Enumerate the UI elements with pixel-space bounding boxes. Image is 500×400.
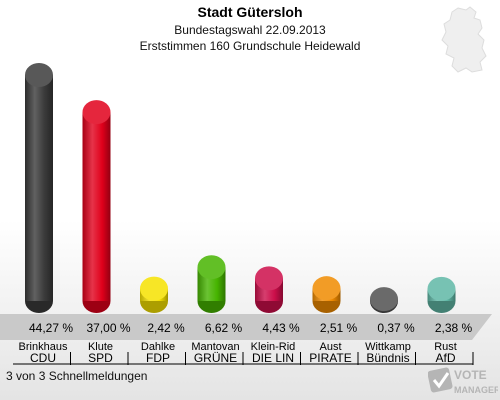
bar-top [255, 266, 283, 291]
candidate-label: Mantovan [191, 341, 239, 353]
germany-map-icon [441, 6, 487, 73]
bar-spd [82, 100, 111, 313]
party-label: GRÜNE [194, 351, 237, 365]
value-label: 4,43 % [262, 321, 300, 335]
candidate-label: Wittkamp [365, 341, 411, 353]
bar-afd [427, 276, 456, 313]
checkmark-icon [428, 367, 453, 393]
bar-cdu [25, 63, 53, 313]
bar-top [312, 276, 341, 301]
party-label: Bündnis [366, 351, 409, 365]
value-label: 37,00 % [86, 321, 130, 335]
party-label: AfD [435, 351, 455, 365]
chart-subtitle: Bundestagswahl 22.09.2013 [174, 23, 326, 37]
bar-top [427, 276, 456, 301]
bar-body [82, 112, 111, 302]
candidate-label: Aust [319, 341, 341, 353]
bar-gr-ne [197, 255, 226, 313]
candidate-label: Rust [434, 341, 457, 353]
value-label: 6,62 % [205, 321, 243, 335]
value-label: 0,37 % [377, 321, 415, 335]
bar-top [197, 255, 226, 280]
chart-floor [0, 314, 492, 340]
party-label: DIE LIN [252, 351, 294, 365]
chart-subtitle-2: Erststimmen 160 Grundschule Heidewald [139, 39, 361, 53]
bar-top [82, 100, 111, 125]
bar-top [25, 63, 53, 87]
chart-title: Stadt Gütersloh [197, 4, 303, 20]
bar-top [140, 276, 168, 301]
bar-top [370, 287, 398, 312]
bar-piraten [312, 276, 341, 313]
value-label: 44,27 % [29, 321, 73, 335]
party-label: PIRATE [309, 351, 351, 365]
logo-text-vote: VOTE [454, 368, 487, 382]
candidate-label: Klein-Rid [251, 341, 296, 353]
chart-header: Stadt Gütersloh Bundestagswahl 22.09.201… [0, 0, 500, 53]
value-label: 2,51 % [320, 321, 358, 335]
logo-text-manager: MANAGER [454, 385, 498, 395]
value-label: 2,38 % [435, 321, 473, 335]
value-label: 2,42 % [147, 321, 185, 335]
party-label: SPD [88, 351, 113, 365]
footer-note: 3 von 3 Schnellmeldungen [6, 369, 148, 383]
bar-body [25, 75, 53, 301]
bar-die-linke [255, 266, 283, 313]
party-label: CDU [30, 351, 56, 365]
vote-manager-logo: VOTE MANAGER [428, 367, 498, 395]
party-label: FDP [146, 351, 170, 365]
candidate-label: Brinkhaus [19, 341, 68, 353]
bar-b-ndnis [370, 287, 398, 313]
candidate-label: Dahlke [141, 341, 175, 353]
candidate-label: Klute [88, 341, 113, 353]
bar-fdp [140, 276, 168, 313]
